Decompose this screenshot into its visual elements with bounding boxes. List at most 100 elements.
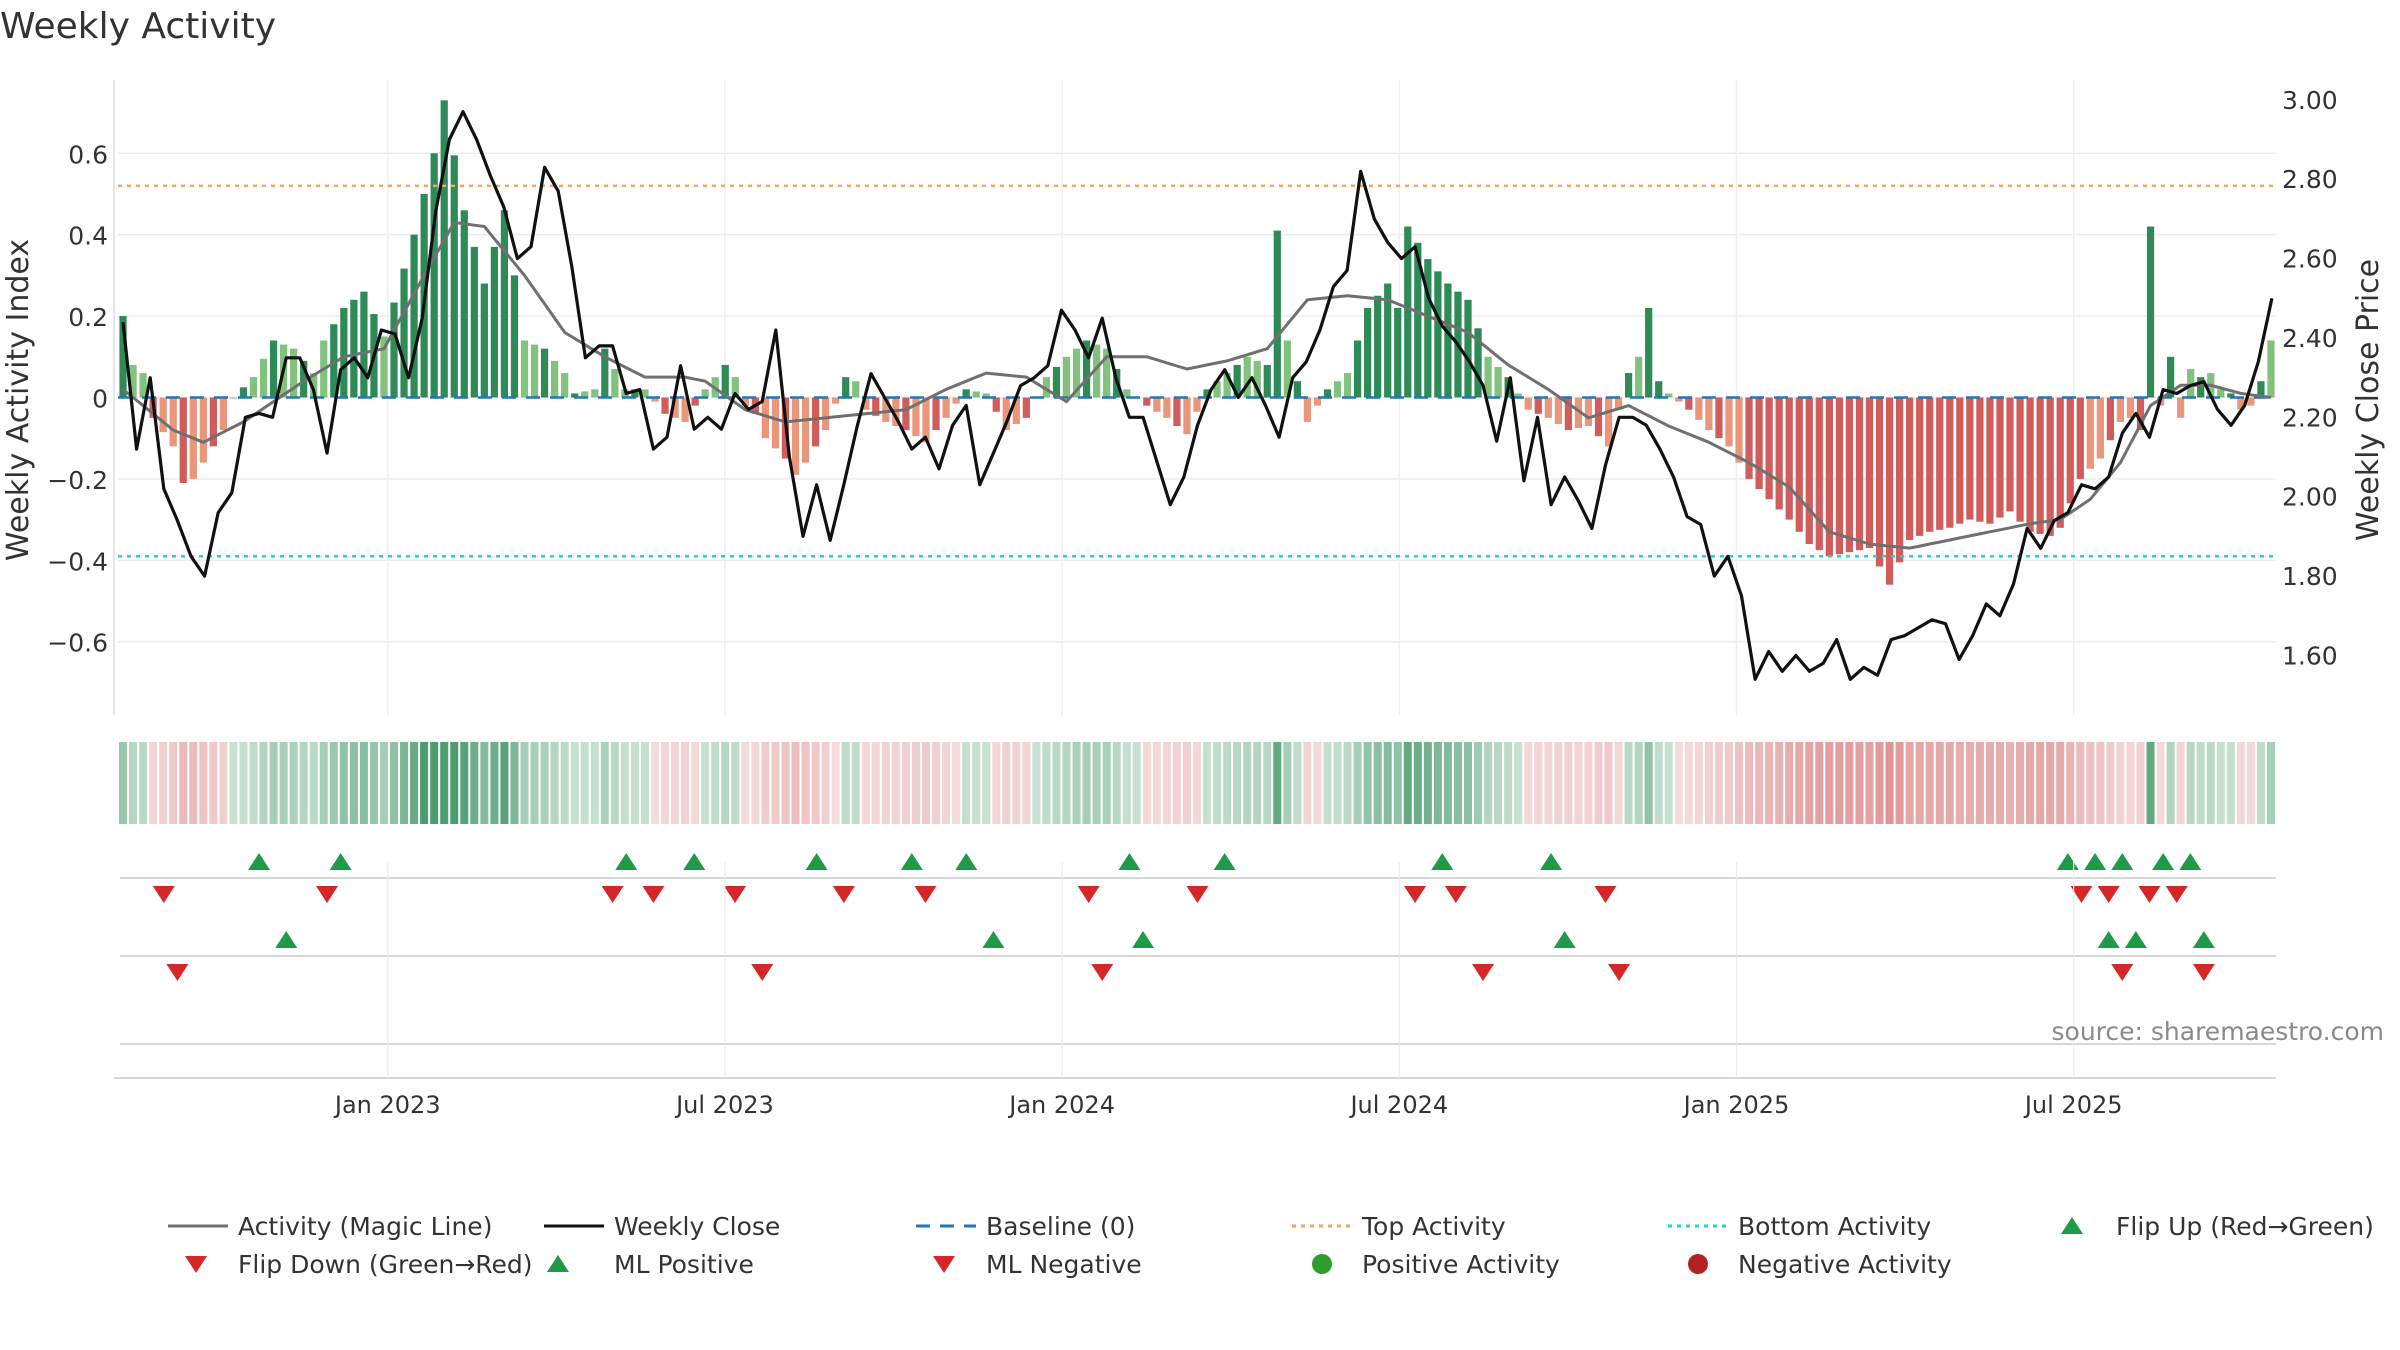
- right-tick-label-3: 2.40: [2282, 324, 2338, 353]
- activity-bar-47: [591, 389, 599, 398]
- heat-cell-122: [1343, 742, 1352, 824]
- ml-positive-marker-4: [2097, 931, 2120, 948]
- flip-up-marker-3: [683, 853, 706, 870]
- heat-cell-151: [1634, 742, 1643, 824]
- heat-cell-20: [319, 742, 328, 824]
- activity-bar-44: [561, 373, 569, 398]
- activity-bar-159: [1715, 397, 1723, 439]
- heat-cell-103: [1152, 742, 1161, 824]
- activity-bar-94: [1062, 356, 1071, 398]
- heat-cell-132: [1443, 742, 1452, 824]
- heat-cell-30: [420, 742, 429, 824]
- activity-bar-194: [2066, 397, 2074, 504]
- heat-cell-149: [1614, 742, 1623, 824]
- flip-up-marker-6: [955, 853, 978, 870]
- heat-cell-47: [590, 742, 599, 824]
- activity-bar-143: [1554, 397, 1562, 424]
- activity-bar-34: [460, 210, 468, 398]
- flip-up-marker-9: [1431, 853, 1454, 870]
- heat-cell-106: [1182, 742, 1191, 824]
- legend-label: ML Negative: [986, 1250, 1142, 1279]
- heat-cell-81: [932, 742, 941, 824]
- activity-bar-193: [2056, 397, 2064, 528]
- heat-cell-87: [992, 742, 1001, 824]
- heat-cell-73: [851, 742, 860, 824]
- heat-cell-145: [1574, 742, 1583, 824]
- activity-bar-12: [239, 387, 248, 398]
- flip-down-marker-8: [1186, 886, 1209, 903]
- heat-cell-108: [1203, 742, 1212, 824]
- activity-bar-37: [490, 246, 499, 398]
- activity-bar-11: [229, 397, 238, 399]
- heat-cell-131: [1433, 742, 1442, 824]
- heat-cell-99: [1112, 742, 1121, 824]
- heat-cell-200: [2126, 742, 2135, 824]
- heat-cell-58: [701, 742, 710, 824]
- chart-title: Weekly Activity: [0, 6, 276, 47]
- magic-line: [122, 220, 2272, 550]
- heat-cell-190: [2026, 742, 2035, 824]
- heat-cell-67: [791, 742, 800, 824]
- activity-bar-179: [1916, 397, 1924, 536]
- heat-cell-105: [1172, 742, 1181, 824]
- activity-bar-163: [1755, 397, 1763, 490]
- activity-bar-97: [1093, 344, 1101, 398]
- heat-cell-12: [239, 742, 248, 824]
- heat-cell-22: [339, 742, 348, 824]
- legend-item-posdot: Positive Activity: [1312, 1250, 1560, 1279]
- heat-cell-29: [410, 742, 419, 824]
- heat-cell-119: [1313, 742, 1322, 824]
- heat-cell-154: [1664, 742, 1673, 824]
- flip-down-marker-2: [601, 886, 624, 903]
- heat-cell-166: [1785, 742, 1794, 824]
- flip-up-marker-15: [2179, 853, 2202, 870]
- activity-bar-111: [1233, 364, 1241, 398]
- activity-bar-10: [219, 397, 228, 431]
- heat-cell-48: [600, 742, 609, 824]
- activity-bar-87: [992, 397, 1000, 412]
- heat-cell-36: [480, 742, 489, 824]
- heat-cell-113: [1253, 742, 1262, 824]
- activity-bar-0: [119, 316, 127, 398]
- activity-bar-84: [962, 389, 970, 398]
- left-tick-label-6: −0.6: [47, 629, 108, 658]
- flip-down-marker-1: [316, 886, 339, 903]
- activity-bar-192: [2046, 397, 2054, 536]
- heat-cell-160: [1724, 742, 1733, 824]
- activity-bar-53: [651, 397, 659, 402]
- heat-cell-129: [1413, 742, 1422, 824]
- activity-heat-strip: [119, 742, 2275, 824]
- activity-bar-71: [832, 397, 840, 404]
- heat-cell-28: [400, 742, 409, 824]
- activity-bar-195: [2076, 397, 2084, 479]
- flip-up-marker-14: [2152, 853, 2175, 870]
- activity-bar-93: [1052, 366, 1061, 398]
- activity-bar-129: [1414, 242, 1422, 398]
- activity-bar-147: [1594, 397, 1603, 437]
- ml-negative-marker-6: [2192, 964, 2215, 981]
- right-axis-label: Weekly Close Price: [2351, 259, 2386, 541]
- heat-cell-104: [1162, 742, 1171, 824]
- activity-bar-73: [852, 381, 860, 398]
- right-tick-label-7: 1.60: [2282, 641, 2338, 670]
- activity-bar-4: [159, 397, 167, 433]
- ml-positive-marker-2: [1132, 931, 1155, 948]
- heat-cell-93: [1052, 742, 1061, 824]
- heat-cell-198: [2106, 742, 2115, 824]
- activity-bar-172: [1845, 397, 1854, 553]
- activity-bar-79: [912, 397, 920, 437]
- right-tick-label-2: 2.60: [2282, 245, 2338, 274]
- heat-cell-42: [540, 742, 549, 824]
- heat-cell-183: [1955, 742, 1964, 824]
- activity-bar-74: [862, 397, 870, 410]
- heat-cell-137: [1494, 742, 1503, 824]
- flip-down-marker-4: [724, 886, 747, 903]
- heat-cell-130: [1423, 742, 1432, 824]
- heat-cell-184: [1965, 742, 1974, 824]
- heat-cell-142: [1544, 742, 1553, 824]
- legend-label: Weekly Close: [614, 1212, 780, 1241]
- activity-bar-117: [1293, 381, 1301, 398]
- activity-bar-204: [2166, 356, 2175, 398]
- heat-cell-128: [1403, 742, 1412, 824]
- heat-cell-60: [721, 742, 730, 824]
